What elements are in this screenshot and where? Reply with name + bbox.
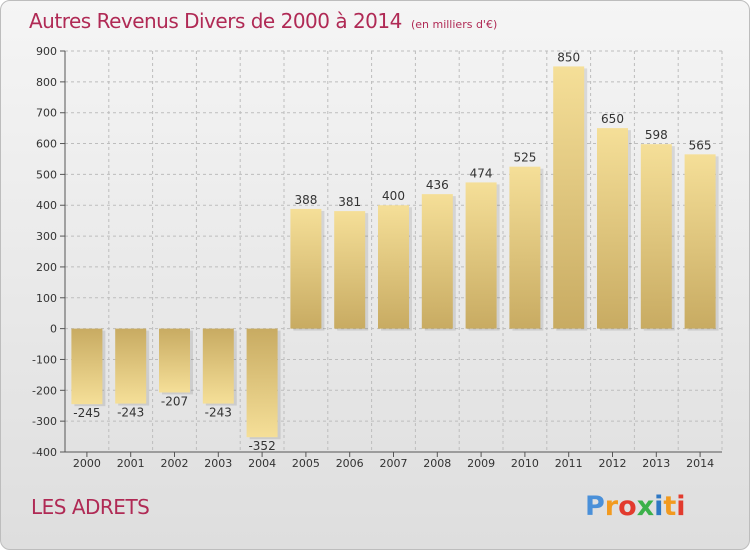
bar [334, 211, 366, 329]
bar [202, 328, 234, 404]
y-tick-label: 700 [36, 107, 57, 120]
data-label: -352 [248, 439, 275, 453]
bar [640, 144, 672, 329]
data-label: 525 [513, 151, 536, 165]
y-tick-label: -200 [32, 384, 57, 397]
data-labels: -245 -243 -207 -243 -352 388 381 400 436 474 525 85… [73, 50, 711, 453]
bars [71, 66, 719, 440]
x-tick-label: 2014 [686, 457, 714, 470]
logo-letter: i [654, 491, 664, 522]
logo-letter: P [585, 491, 605, 522]
chart-subtitle: (en milliers d'€) [410, 18, 498, 31]
x-tick-label: 2009 [467, 457, 495, 470]
y-tick-label: 300 [36, 230, 57, 243]
data-label: 650 [601, 112, 624, 126]
x-tick-label: 2010 [511, 457, 539, 470]
bar [421, 194, 453, 329]
y-tick-label: 600 [36, 138, 57, 151]
x-tick-label: 2007 [380, 457, 408, 470]
x-tick-label: 2005 [292, 457, 320, 470]
chart-title: Autres Revenus Divers de 2000 à 2014 (en… [29, 9, 497, 33]
logo-letter: i [676, 491, 686, 522]
data-label: 388 [294, 193, 317, 207]
logo-letter: t [663, 491, 677, 522]
data-label: -243 [117, 406, 144, 420]
bar [684, 154, 716, 329]
y-tick-label: 800 [36, 76, 57, 89]
x-tick-label: 2008 [423, 457, 451, 470]
x-tick-label: 2011 [555, 457, 583, 470]
proxiti-logo: Proxiti [585, 491, 686, 522]
y-tick-label: 500 [36, 168, 57, 181]
bar [378, 205, 409, 329]
x-tick-label: 2001 [117, 457, 145, 470]
x-tick-label: 2004 [248, 457, 276, 470]
commune-name: LES ADRETS [31, 495, 150, 519]
data-label: 381 [338, 195, 361, 209]
bar [553, 66, 585, 329]
x-tick-label: 2006 [336, 457, 364, 470]
x-tick-label: 2012 [599, 457, 627, 470]
bar [71, 328, 103, 405]
data-label: 598 [645, 128, 668, 142]
x-tick-label: 2013 [642, 457, 670, 470]
data-label: 565 [689, 138, 712, 152]
bar [290, 208, 322, 329]
x-tick-label: 2002 [161, 457, 189, 470]
bar [509, 166, 541, 329]
data-label: 436 [426, 178, 449, 192]
bar [159, 328, 190, 393]
y-tick-label: -300 [32, 415, 57, 428]
logo-letter: o [618, 491, 637, 522]
x-tick-label: 2000 [73, 457, 101, 470]
data-label: -245 [73, 406, 100, 420]
bar [115, 328, 147, 404]
y-tick-label: -100 [32, 353, 57, 366]
data-label: 474 [470, 166, 493, 180]
logo-letter: x [636, 491, 655, 522]
data-label: 400 [382, 189, 405, 203]
y-tick-label: 100 [36, 292, 57, 305]
y-tick-label: 400 [36, 199, 57, 212]
y-tick-label: 200 [36, 261, 57, 274]
axes: -400 -300 -200 -100 0 100 200 300 400 500 600 700 80… [32, 45, 722, 470]
bar [246, 328, 278, 438]
x-tick-label: 2003 [204, 457, 232, 470]
data-label: 850 [557, 50, 580, 64]
bar [465, 182, 497, 329]
y-tick-label: 0 [50, 323, 57, 336]
y-tick-label: -400 [32, 446, 57, 459]
logo-letter: r [604, 491, 619, 522]
y-tick-label: 900 [36, 45, 57, 58]
data-label: -207 [161, 394, 188, 408]
chart-title-text: Autres Revenus Divers de 2000 à 2014 [29, 9, 402, 33]
bar [597, 128, 628, 329]
data-label: -243 [205, 406, 232, 420]
